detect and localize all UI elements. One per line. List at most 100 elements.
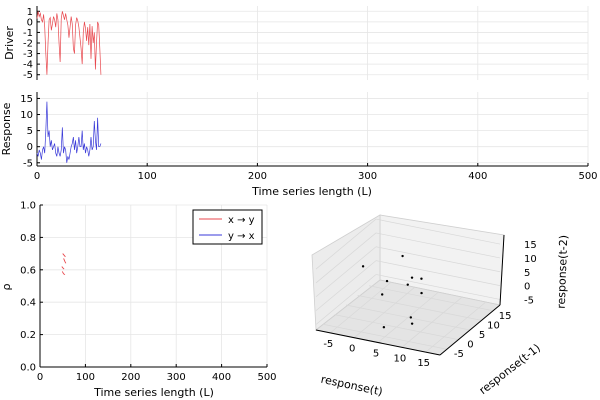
x-tick-label: 400 — [468, 171, 487, 182]
rho-y-ticks: 0.0 0.2 0.4 0.6 0.8 1.0 — [20, 201, 43, 374]
response-ylabel: Response — [0, 102, 13, 155]
y-tick-label: 0.0 — [20, 363, 36, 374]
x-tick-label: 0 — [37, 372, 43, 383]
left-grid-line — [315, 218, 377, 270]
embedding-point — [406, 283, 409, 286]
floor-grid-line — [357, 295, 482, 321]
z3d-tick-label: 0 — [524, 282, 530, 293]
embedding-point — [420, 291, 423, 295]
y-tick-label: 0 — [27, 17, 33, 28]
left-grid-line — [315, 246, 377, 298]
embedding-point — [382, 326, 386, 329]
z3d-tick-label: 5 — [524, 268, 530, 279]
embedding-point — [401, 254, 404, 258]
rho-series-lines — [61, 253, 67, 276]
x-tick-label: 0 — [34, 171, 40, 182]
rho-xlabel: Time series length (L) — [93, 386, 214, 399]
back-grid-line — [375, 274, 501, 300]
response-grid — [36, 92, 589, 166]
y3d-tick-label: 5 — [479, 330, 485, 341]
x-tick-label: 500 — [257, 372, 276, 383]
back-grid-line — [375, 218, 501, 245]
y-tick-label: 10 — [20, 110, 33, 121]
y-tick-label: -5 — [23, 70, 33, 81]
z3d-label: response(t-2) — [555, 235, 571, 309]
response-y-ticks: 15 10 5 0 -5 — [20, 94, 40, 169]
y-tick-label: 0 — [27, 142, 33, 153]
y3d-label: response(t-1) — [477, 341, 543, 397]
y-tick-label: -5 — [23, 158, 33, 169]
embedding-point — [361, 265, 365, 268]
response-x-ticks: 0 100 200 300 400 500 — [34, 163, 598, 182]
x3d-tick-label: 15 — [417, 358, 430, 369]
rho-segment — [63, 258, 67, 264]
embedding-points — [361, 254, 423, 329]
y-tick-label: 1 — [27, 7, 33, 18]
legend-label-x-to-y: x → y — [228, 215, 255, 226]
driver-ylabel: Driver — [3, 26, 16, 60]
x-tick-label: 100 — [138, 171, 157, 182]
x3d-tick-label: 10 — [393, 353, 406, 364]
x-tick-label: 200 — [121, 372, 140, 383]
rho-ylabel: ρ — [0, 283, 13, 290]
y-tick-label: -3 — [23, 49, 33, 60]
x-tick-label: 300 — [167, 372, 186, 383]
y-tick-label: 0.4 — [20, 298, 36, 309]
driver-y-ticks: 10-1-2-3-4-5 — [23, 7, 40, 81]
x3d-ticks: -5 0 5 10 15 — [323, 339, 430, 369]
response-series-line — [36, 101, 102, 163]
z3d-tick-label: 15 — [524, 240, 537, 251]
x-tick-label: 300 — [358, 171, 377, 182]
floor-grid-line — [425, 301, 486, 353]
floor-grid-line — [369, 285, 494, 312]
z3d-ticks: 15 10 5 0 -5 — [524, 240, 537, 306]
floor-grid-line — [345, 304, 471, 331]
y-tick-label: -4 — [23, 60, 33, 71]
driver-panel: 10-1-2-3-4-5 Driver — [3, 6, 589, 81]
left-grid-line — [315, 260, 377, 311]
pane-grid — [315, 218, 501, 353]
y-tick-label: 0.6 — [20, 265, 36, 276]
z3d-axis — [499, 234, 505, 306]
x3d-tick-label: -5 — [323, 339, 333, 350]
y-tick-label: -2 — [23, 39, 33, 50]
legend: x → y y → x — [192, 209, 263, 245]
y-tick-label: 0.8 — [20, 233, 36, 244]
embedding-point — [410, 322, 414, 325]
embedding-point — [385, 279, 389, 283]
driver-grid — [36, 6, 589, 80]
y3d-axis — [439, 304, 501, 356]
z3d-tick-label: -5 — [524, 295, 534, 306]
y-tick-label: 5 — [27, 126, 33, 137]
y-tick-label: 15 — [20, 94, 33, 105]
rho-x-ticks: 0 100 200 300 400 500 — [37, 364, 277, 383]
x3d-axis — [315, 329, 441, 356]
back-grid-line — [375, 260, 501, 286]
driver-series-line — [36, 11, 102, 75]
x-tick-label: 100 — [76, 372, 95, 383]
y3d-tick-label: 10 — [487, 320, 500, 331]
rho-segment — [62, 253, 66, 258]
y-tick-label: 0.2 — [20, 330, 36, 341]
embedding-point — [381, 293, 384, 296]
x3d-tick-label: 5 — [373, 349, 379, 360]
x3d-label: response(t) — [320, 373, 384, 399]
x3d-tick-label: 0 — [349, 344, 355, 355]
legend-box — [192, 209, 263, 245]
x-tick-label: 400 — [212, 372, 231, 383]
embedding-point — [410, 276, 414, 279]
y3d-tick-label: 0 — [467, 340, 473, 351]
embedding-point — [420, 277, 423, 280]
back-grid-line — [375, 246, 501, 273]
y3d-tick-label: 15 — [499, 311, 512, 322]
floor-grid-line — [401, 297, 463, 348]
left-grid-line — [315, 274, 377, 325]
y-tick-label: 1.0 — [20, 201, 36, 212]
rho-panel: 0.0 0.2 0.4 0.6 0.8 1.0 0 100 200 300 400 500 ρ Ti… — [0, 201, 277, 400]
y-tick-label: -1 — [23, 28, 33, 39]
response-xlabel: Time series length (L) — [251, 185, 372, 198]
